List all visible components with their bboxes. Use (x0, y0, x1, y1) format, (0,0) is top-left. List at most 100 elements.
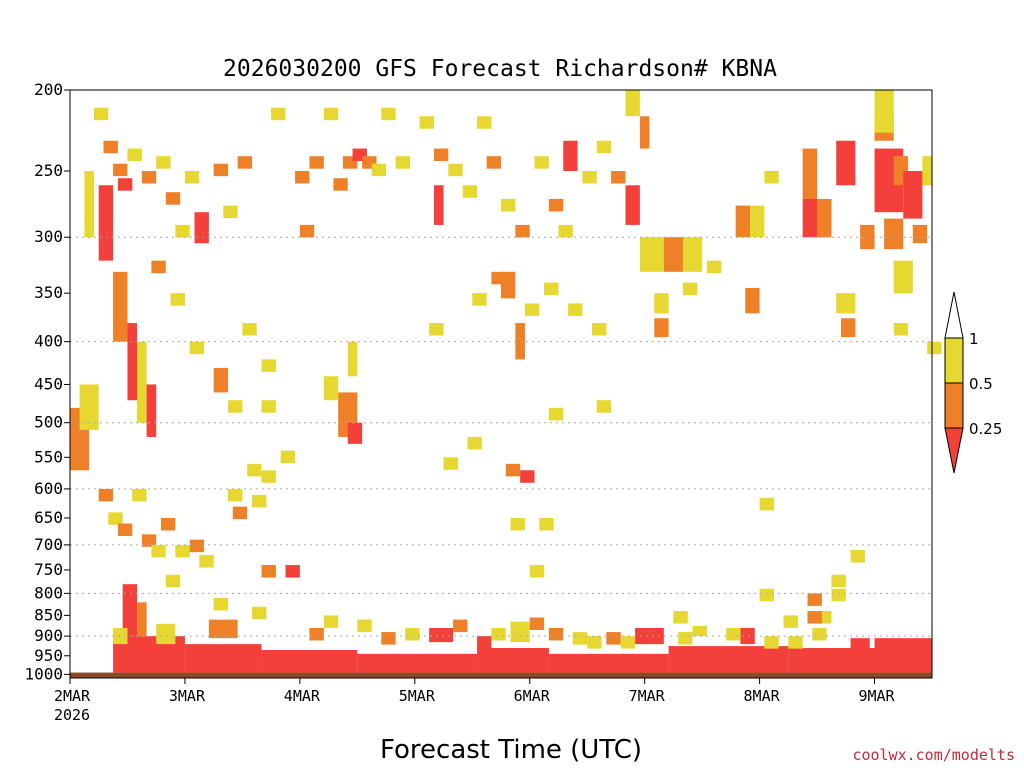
heatmap-cell-ri-05-1 (175, 544, 190, 558)
heatmap-cell-ri-05-1 (462, 185, 478, 198)
heatmap-region-ri-below-025 (788, 648, 932, 673)
heatmap-cell-ri-05-1 (764, 636, 779, 649)
heatmap-cell-ri-05-1 (184, 171, 200, 184)
y-tick-label: 900 (34, 626, 63, 645)
heatmap-region-ri-below-025 (477, 648, 549, 673)
heatmap-cell-ri-025-05 (807, 611, 822, 624)
heatmap-cell-ri-05-1 (165, 574, 181, 588)
x-tick-label: 5MAR (399, 687, 436, 705)
heatmap-cell-ri-05-1 (170, 293, 185, 306)
heatmap-cell-ri-025-05 (160, 517, 176, 531)
heatmap-cell-ri-05-1 (596, 400, 612, 413)
x-tick-label: 9MAR (858, 687, 895, 705)
heatmap-cell-ri-05-1 (127, 148, 142, 162)
heatmap-region-ri-below-025 (357, 653, 478, 673)
heatmap-cell-ri-05-1 (395, 156, 411, 169)
heatmap-cell-ri-05-1 (759, 588, 774, 602)
heatmap-cell-ri-05-1 (759, 497, 774, 511)
heatmap-region-ri-below-025 (635, 627, 664, 645)
heatmap-cell-ri-05-1 (927, 341, 942, 355)
heatmap-region-ri-05-1 (113, 627, 128, 645)
heatmap-region-ri-05-1 (654, 293, 669, 314)
colorbar-bin-05-1 (944, 337, 964, 384)
heatmap-cell-ri-05-1 (850, 550, 865, 563)
y-tick-label: 1000 (24, 664, 63, 683)
heatmap-region-ri-05-1 (750, 205, 765, 238)
heatmap-region-ri-05-1 (84, 171, 94, 238)
heatmap-cell-ri-05-1 (831, 588, 846, 602)
heatmap-cell-ri-below-025 (117, 178, 133, 191)
heatmap-cell-ri-05-1 (156, 156, 171, 169)
colorbar-legend: 0.25 0.5 1 (944, 291, 1002, 474)
y-tick-label: 650 (34, 508, 63, 527)
heatmap-cell-ri-025-05 (515, 224, 530, 238)
heatmap-cell-ri-025-05 (548, 627, 564, 641)
heatmap-cell-ri-05-1 (132, 488, 147, 502)
y-tick-label: 750 (34, 560, 63, 579)
heatmap-cell-ri-05-1 (568, 303, 583, 316)
heatmap-cell-ri-05-1 (261, 359, 276, 372)
heatmap-cell-ri-05-1 (678, 632, 693, 645)
heatmap-region-ri-05-1 (893, 260, 913, 294)
heatmap-cell-ri-05-1 (448, 163, 463, 177)
heatmap-cell-ri-025-05 (299, 224, 315, 238)
x-tick-sublabel: 2026 (54, 706, 90, 724)
heatmap-cell-ri-025-05 (381, 632, 396, 645)
heatmap-region-ri-05-1 (156, 623, 176, 645)
heatmap-cell-ri-05-1 (381, 107, 396, 121)
heatmap-region-ri-below-025 (563, 140, 578, 172)
heatmap-region-ri-025-05 (912, 224, 928, 244)
heatmap-cell-ri-05-1 (682, 282, 698, 296)
heatmap-region-ri-below-025 (548, 653, 669, 673)
heatmap-cell-ri-05-1 (151, 544, 166, 558)
heatmap-region-ri-025-05 (639, 116, 650, 149)
heatmap-region-ri-below-025 (194, 212, 209, 244)
heatmap-cell-ri-05-1 (213, 597, 229, 611)
heatmap-cell-ri-025-05 (117, 523, 133, 537)
heatmap-cell-ri-below-025 (285, 565, 300, 578)
heatmap-region-ri-05-1 (682, 237, 703, 272)
heatmap-region-ri-025-05 (654, 318, 669, 338)
colorbar-bin-025-05 (944, 382, 964, 429)
heatmap-cell-ri-025-05 (237, 156, 252, 169)
x-tick-label: 3MAR (169, 687, 206, 705)
y-tick-label: 700 (34, 535, 63, 554)
credit-link[interactable]: coolwx.com/modelts (852, 746, 1015, 764)
heatmap-region-ri-below-025 (146, 384, 157, 437)
heatmap-cell-ri-025-05 (453, 619, 468, 633)
heatmap-cell-ri-05-1 (280, 450, 296, 464)
heatmap-cell-ri-025-05 (189, 539, 205, 553)
heatmap-cell-ri-05-1 (199, 555, 214, 568)
heatmap-cell-ri-05-1 (405, 627, 420, 641)
heatmap-cell-ri-below-025 (520, 470, 535, 483)
heatmap-region-ri-025-05 (802, 148, 818, 199)
heatmap-region-ri-05-1 (692, 625, 707, 637)
heatmap-cell-ri-05-1 (558, 224, 573, 238)
chart-title: 2026030200 GFS Forecast Richardson# KBNA (223, 56, 777, 82)
heatmap-cell-ri-05-1 (582, 171, 597, 184)
heatmap-region-ri-025-05 (745, 287, 760, 314)
heatmap-cell-ri-05-1 (443, 457, 458, 470)
heatmap-region-ri-below-025 (98, 185, 114, 261)
heatmap-cell-ri-025-05 (141, 171, 157, 184)
heatmap-cell-ri-025-05 (611, 171, 626, 184)
heatmap-region-ri-below-025 (347, 422, 363, 444)
y-tick-label: 550 (34, 447, 63, 466)
heatmap-cell-ri-025-05 (486, 156, 501, 169)
heatmap-region-ri-05-1 (510, 621, 530, 643)
heatmap-cell-ri-025-05 (548, 198, 564, 212)
heatmap-cell-ri-05-1 (529, 565, 545, 578)
heatmap-region-ri-025-05 (208, 619, 238, 639)
heatmap-region-ri-below-025 (127, 323, 138, 401)
heatmap-cell-ri-05-1 (501, 198, 516, 212)
heatmap-cells (70, 90, 942, 678)
heatmap-cell-ri-05-1 (831, 574, 846, 588)
heatmap-cell-ri-05-1 (596, 140, 612, 154)
heatmap-cell-ri-025-05 (98, 488, 114, 502)
heatmap-region-ri-025-05 (213, 367, 229, 393)
heatmap-region-ri-below-025 (740, 627, 755, 645)
heatmap-cell-ri-025-05 (309, 627, 324, 641)
heatmap-cell-ri-025-05 (261, 565, 276, 578)
